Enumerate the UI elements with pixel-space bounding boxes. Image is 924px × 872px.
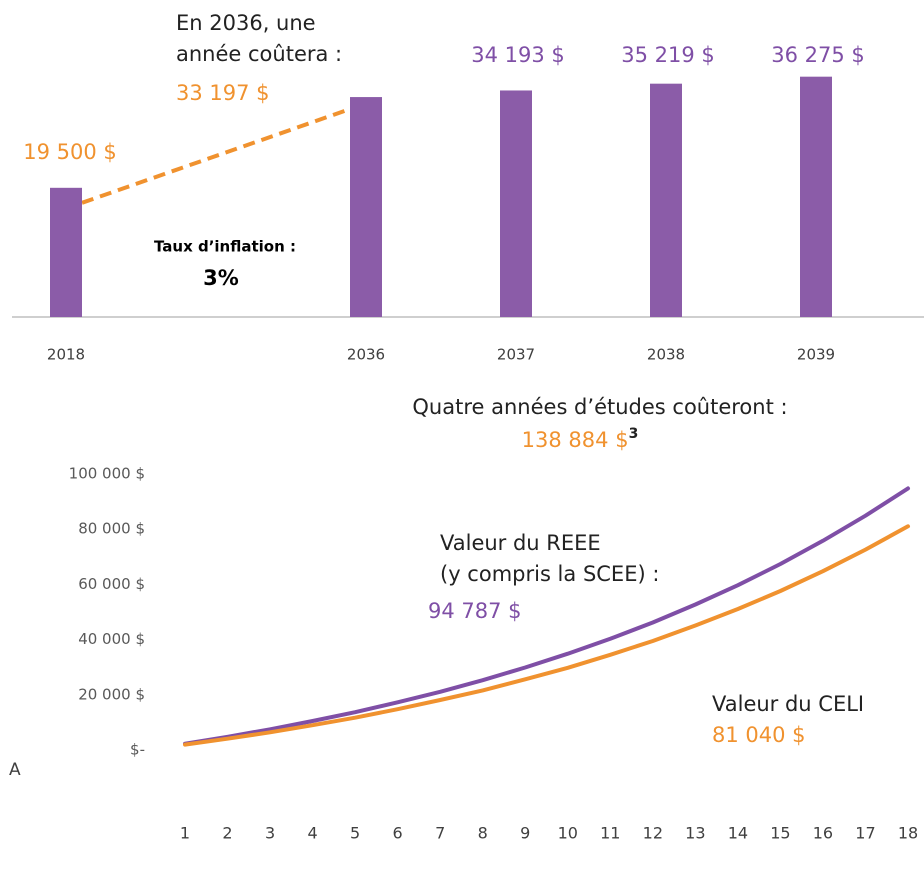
y-tick-label: 40 000 $ (78, 630, 145, 648)
x-tick-label: 2036 (347, 346, 385, 364)
x-tick-label: 7 (435, 824, 445, 843)
value-label: 33 197 $ (176, 81, 270, 105)
chart-subtitle: 138 884 $3 (522, 426, 639, 452)
series-label: Valeur du CELI (712, 692, 865, 716)
bar (500, 90, 532, 317)
y-tick-label: 20 000 $ (78, 685, 145, 703)
title-value: 138 884 $ (522, 428, 629, 452)
series-label: Valeur du REEE (y compris la SCEE) : (440, 531, 660, 586)
series-line (183, 524, 910, 747)
y-tick-label: 100 000 $ (69, 465, 145, 483)
x-tick-label: 2037 (497, 346, 535, 364)
x-tick-label: 2039 (797, 346, 835, 364)
value-label: 94 787 $ (428, 599, 522, 623)
bar (50, 187, 82, 317)
y-tick-label: 60 000 $ (78, 575, 145, 593)
y-tick-label: 80 000 $ (78, 520, 145, 538)
value-label: 34 193 $ (471, 43, 565, 67)
x-tick-label: 13 (685, 824, 705, 843)
x-tick-label: 9 (520, 824, 530, 843)
x-tick-label: 12 (643, 824, 663, 843)
x-tick-label: 3 (265, 824, 275, 843)
bar (350, 97, 382, 317)
x-tick-label: 18 (898, 824, 918, 843)
series-line (183, 486, 910, 746)
x-tick-label: 10 (558, 824, 578, 843)
value-label: 19 500 $ (23, 140, 117, 164)
value-label: 35 219 $ (621, 43, 715, 67)
inflation-connector (81, 107, 351, 205)
x-tick-label: 6 (393, 824, 403, 843)
x-tick-label: 2 (222, 824, 232, 843)
x-tick-label: 11 (600, 824, 620, 843)
chart-title: Quatre années d’études coûteront : (412, 395, 787, 419)
x-tick-label: 8 (478, 824, 488, 843)
x-tick-label: 17 (855, 824, 875, 843)
annotation: Taux d’inflation : (154, 238, 296, 256)
x-tick-label: 16 (813, 824, 833, 843)
x-tick-label: 4 (307, 824, 317, 843)
title-text: Quatre années d’études coûteront : (412, 395, 787, 419)
x-tick-label: 5 (350, 824, 360, 843)
x-tick-label: 2018 (47, 346, 85, 364)
value-label: 81 040 $ (712, 723, 806, 747)
bar (800, 76, 832, 317)
x-tick-label: 1 (180, 824, 190, 843)
y-tick-label: $- (130, 741, 145, 759)
x-tick-label: 2038 (647, 346, 685, 364)
title-note: 3 (629, 426, 639, 442)
x-tick-label: 14 (728, 824, 748, 843)
annotation: 3% (203, 266, 239, 290)
bar (650, 83, 682, 317)
value-label: 36 275 $ (771, 43, 865, 67)
annotation: A (9, 760, 21, 780)
annotation: En 2036, une année coûtera : (176, 11, 343, 66)
x-tick-label: 15 (770, 824, 790, 843)
